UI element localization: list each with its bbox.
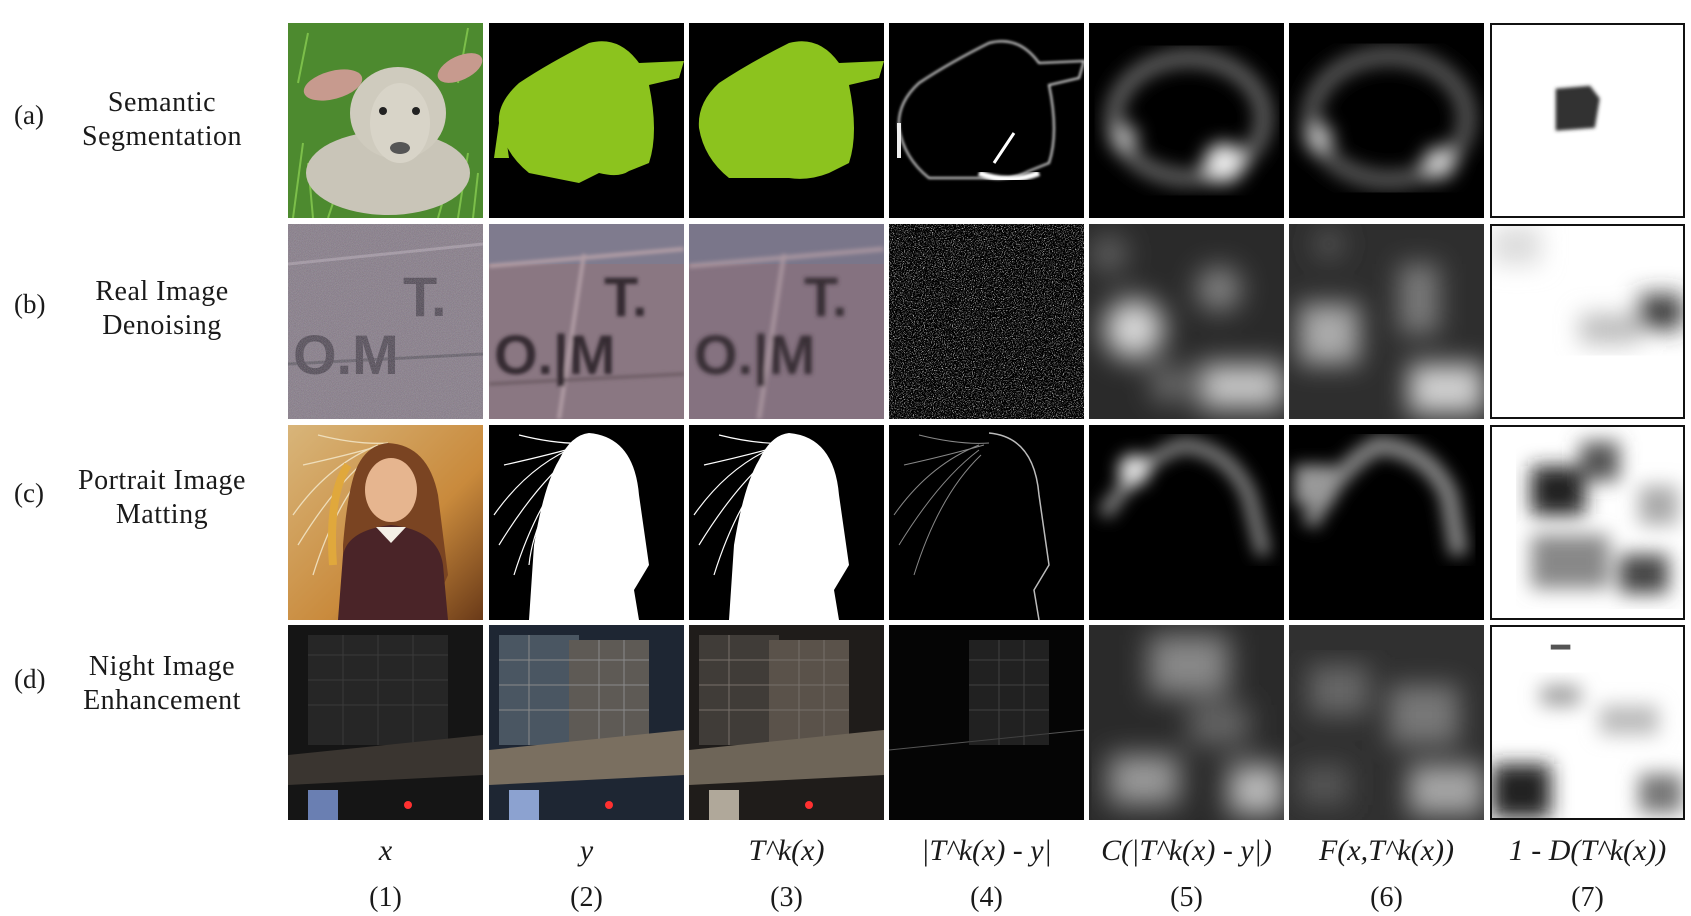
image-night-input (288, 625, 483, 820)
row-title-b-line1: Real Image (95, 276, 229, 307)
image-night-c-map (1089, 625, 1284, 820)
row-title-c: Portrait Image Matting (62, 464, 262, 532)
image-sheep-f-map (1289, 23, 1484, 218)
image-denoise-error-map (889, 224, 1084, 419)
image-portrait-d-map (1490, 425, 1685, 620)
col-number-2: (2) (570, 882, 603, 913)
col-label-7-text: 1 - D(T^k(x)) (1508, 834, 1667, 867)
col-label-5-text: C(|T^k(x) - y|) (1101, 834, 1272, 867)
col-label-1: x (288, 834, 483, 868)
col-label-1-text: x (378, 834, 393, 867)
col-number-7: (7) (1571, 882, 1604, 913)
row-title-c-line1: Portrait Image (78, 465, 246, 496)
image-portrait-input (288, 425, 483, 620)
image-night-d-map (1490, 625, 1685, 820)
row-letter-d: (d) (14, 664, 46, 694)
col-number-3: (3) (770, 882, 803, 913)
image-portrait-ground-truth (489, 425, 684, 620)
col-number-6: (6) (1370, 882, 1403, 913)
image-sheep-d-map (1490, 23, 1685, 218)
col-number-1: (1) (369, 882, 402, 913)
col-label-7: 1 - D(T^k(x)) (1490, 834, 1685, 868)
row-title-b: Real Image Denoising (62, 275, 262, 343)
col-label-2: y (489, 834, 684, 868)
col-label-6-text: F(x,T^k(x)) (1318, 834, 1455, 867)
image-portrait-c-map (1089, 425, 1284, 620)
row-letter-b: (b) (14, 289, 46, 319)
col-label-2-text: y (579, 834, 594, 867)
row-title-a-line2: Segmentation (82, 121, 242, 152)
image-denoise-c-map (1089, 224, 1284, 419)
image-portrait-prediction (689, 425, 884, 620)
image-portrait-error-map (889, 425, 1084, 620)
image-night-error-map (889, 625, 1084, 820)
svg-text:T.: T. (604, 265, 648, 328)
svg-text:T.: T. (804, 265, 848, 328)
svg-text:O.|M: O.|M (694, 323, 815, 387)
row-title-d-line1: Night Image (88, 651, 236, 682)
row-title-c-line2: Matting (115, 499, 209, 530)
image-clean-ground-truth: T. O.|M (489, 224, 684, 419)
col-label-5: C(|T^k(x) - y|) (1089, 834, 1284, 868)
image-sheep-error-map (889, 23, 1084, 218)
image-night-ground-truth (489, 625, 684, 820)
col-label-4-text: |T^k(x) - y| (921, 834, 1052, 867)
row-title-d: Night Image Enhancement (62, 650, 262, 718)
row-title-d-line2: Enhancement (83, 685, 241, 716)
image-sheep-prediction (689, 23, 884, 218)
image-night-prediction (689, 625, 884, 820)
image-portrait-f-map (1289, 425, 1484, 620)
image-night-f-map (1289, 625, 1484, 820)
col-number-4: (4) (970, 882, 1003, 913)
col-label-3: T^k(x) (689, 834, 884, 868)
image-denoised-prediction: T. O.|M (689, 224, 884, 419)
image-noisy-input: T. O.M (288, 224, 483, 419)
row-letter-c: (c) (14, 478, 44, 508)
col-label-6: F(x,T^k(x)) (1289, 834, 1484, 868)
image-sheep-input (288, 23, 483, 218)
image-sheep-ground-truth (489, 23, 684, 218)
row-title-a-line1: Semantic (107, 87, 217, 118)
col-label-3-text: T^k(x) (748, 834, 825, 867)
image-denoise-f-map (1289, 224, 1484, 419)
row-title-b-line2: Denoising (102, 310, 222, 341)
col-label-4: |T^k(x) - y| (889, 834, 1084, 868)
row-title-a: Semantic Segmentation (62, 86, 262, 154)
image-sheep-c-map (1089, 23, 1284, 218)
image-denoise-d-map (1490, 224, 1685, 419)
row-letter-a: (a) (14, 100, 44, 130)
svg-text:O.|M: O.|M (494, 323, 615, 387)
col-number-5: (5) (1170, 882, 1203, 913)
